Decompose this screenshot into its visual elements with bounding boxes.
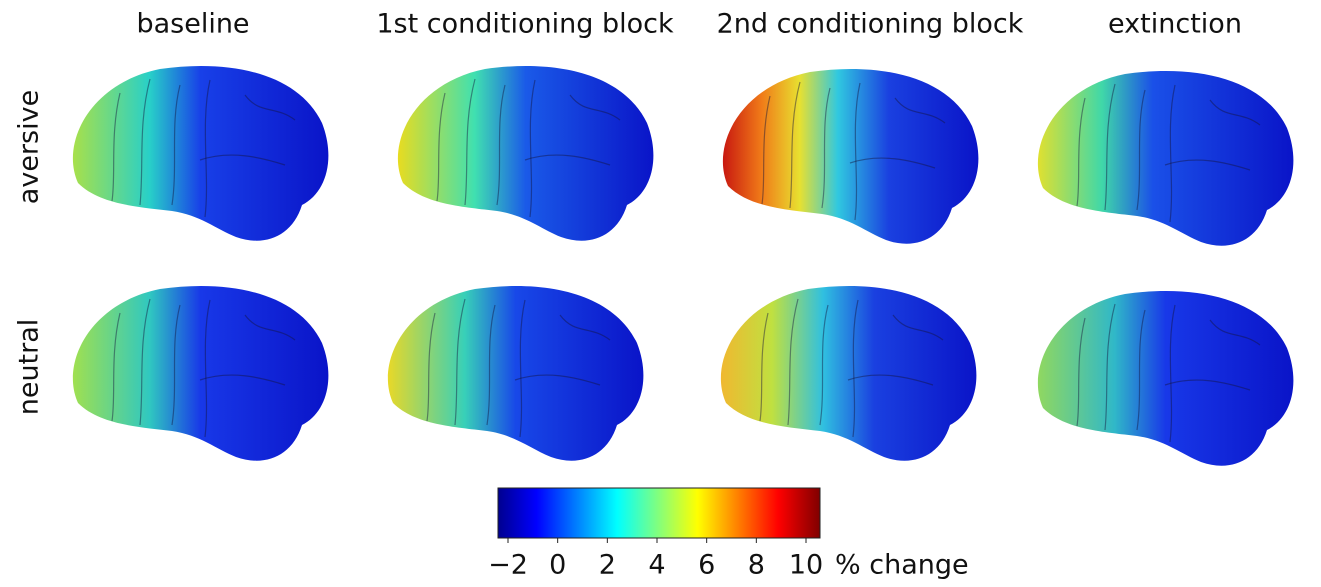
brain-map xyxy=(398,66,654,241)
colorbar-ticks: −2 0 2 4 6 8 10 xyxy=(488,538,823,581)
colorbar-tick-label: 2 xyxy=(599,550,616,581)
brain-map xyxy=(73,66,329,241)
colorbar-tick-label: 10 xyxy=(789,550,823,581)
brain-map xyxy=(1038,291,1294,466)
colorbar-tick-label: 8 xyxy=(748,550,765,581)
column-title: extinction xyxy=(1108,9,1242,40)
column-title: baseline xyxy=(136,9,249,40)
colorbar xyxy=(498,488,820,538)
colorbar-tick-label: 4 xyxy=(648,550,665,581)
colorbar-tick-label: 6 xyxy=(698,550,715,581)
figure: baseline 1st conditioning block 2nd cond… xyxy=(0,0,1321,587)
brain-map xyxy=(723,69,979,244)
brain-map xyxy=(721,286,977,461)
colorbar-tick-label: −2 xyxy=(488,550,528,581)
colorbar-tick-label: 0 xyxy=(549,550,566,581)
row-label: neutral xyxy=(14,319,45,416)
colorbar-label: % change xyxy=(835,550,969,581)
column-title: 2nd conditioning block xyxy=(717,9,1024,40)
page: {"columns": ["baseline", "1st conditioni… xyxy=(0,0,1321,587)
row-label: aversive xyxy=(14,90,45,204)
brain-map xyxy=(73,286,329,461)
brain-map xyxy=(1038,71,1294,246)
column-title: 1st conditioning block xyxy=(376,9,674,40)
brain-map xyxy=(388,286,644,461)
